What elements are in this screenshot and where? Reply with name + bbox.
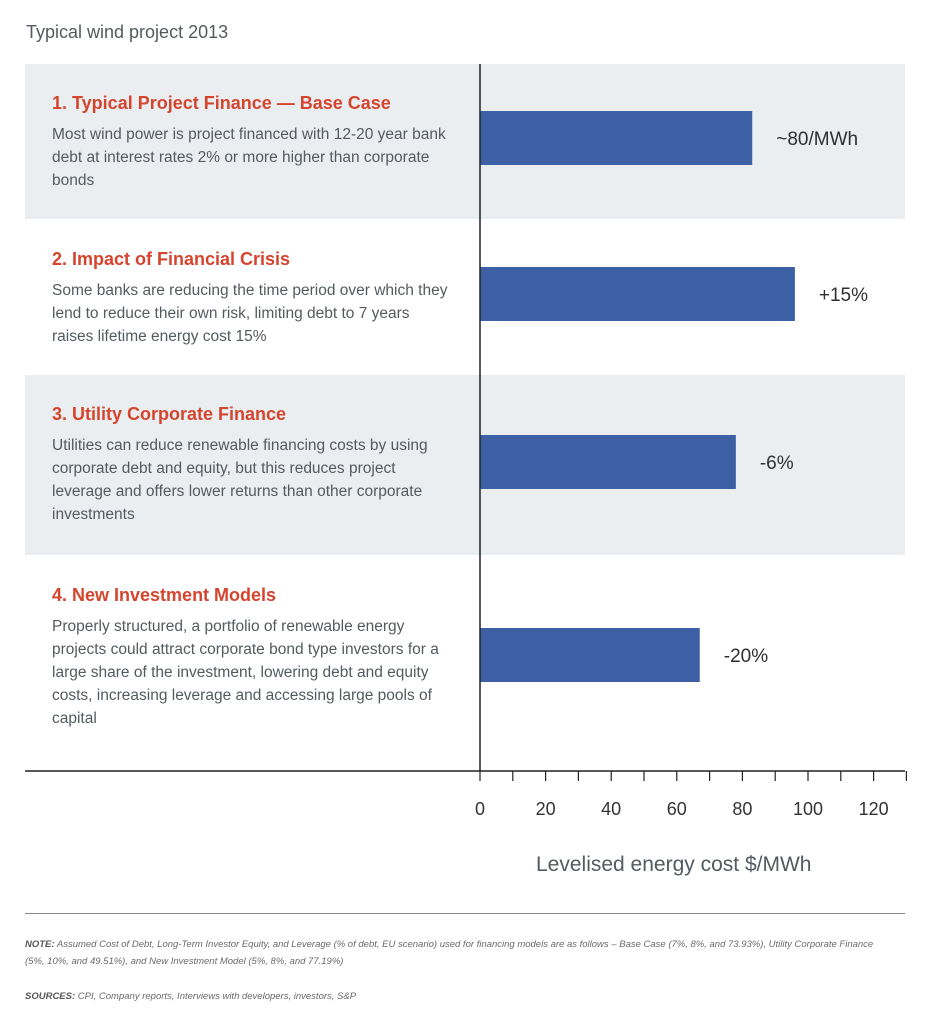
- x-axis-title: Levelised energy cost $/MWh: [536, 853, 812, 876]
- row-title-1: 1. Typical Project Finance — Base Case: [52, 93, 391, 113]
- row-description-4: Properly structured, a portfolio of rene…: [52, 618, 439, 727]
- bar-data-label-2: +15%: [819, 285, 868, 306]
- bar-2: [480, 267, 795, 321]
- x-tick-label-120: 120: [859, 799, 889, 819]
- x-tick-label-20: 20: [536, 799, 556, 819]
- sources-text: CPI, Company reports, Interviews with de…: [77, 991, 357, 1002]
- bar-3: [480, 435, 736, 489]
- footer-divider: [25, 913, 905, 914]
- sources-label: SOURCES:: [25, 991, 76, 1002]
- bar-1: [480, 111, 753, 165]
- x-tick-label-100: 100: [793, 799, 823, 819]
- sources: SOURCES: CPI, Company reports, Interview…: [25, 988, 895, 1005]
- row-title-4: 4. New Investment Models: [52, 585, 277, 605]
- bar-data-label-3: -6%: [760, 453, 794, 474]
- row-title-3: 3. Utility Corporate Finance: [52, 404, 287, 424]
- bar-data-label-1: ~80/MWh: [776, 129, 858, 150]
- footnote: NOTE: Assumed Cost of Debt, Long-Term In…: [25, 936, 895, 970]
- row-band-1: [25, 64, 905, 219]
- row-description-1: Most wind power is project financed with…: [52, 126, 446, 189]
- note-label: NOTE:: [25, 939, 55, 950]
- x-tick-label-0: 0: [475, 799, 485, 819]
- bar-chart: ~80/MWh +15% -6% -20% 0 20 40 60 80 100 120: [25, 64, 908, 819]
- bar-data-label-4: -20%: [724, 646, 768, 667]
- row-title-2: 2. Impact of Financial Crisis: [52, 249, 291, 269]
- note-text: Assumed Cost of Debt, Long-Term Investor…: [25, 939, 874, 967]
- page-title: Typical wind project 2013: [26, 22, 229, 42]
- x-tick-label-40: 40: [601, 799, 621, 819]
- row-description-2: Some banks are reducing the time period …: [52, 282, 448, 345]
- row-band-3: [25, 375, 905, 555]
- bar-4: [480, 628, 700, 682]
- x-tick-label-60: 60: [667, 799, 687, 819]
- row-description-3: Utilities can reduce renewable financing…: [52, 437, 428, 523]
- x-tick-label-80: 80: [732, 799, 752, 819]
